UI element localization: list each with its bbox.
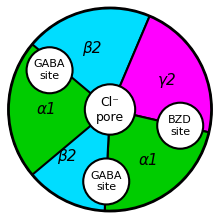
Circle shape [157,103,203,149]
Circle shape [27,47,73,93]
Wedge shape [110,16,211,132]
Text: γ2: γ2 [158,73,176,88]
Text: α1: α1 [36,102,56,117]
Circle shape [7,7,213,212]
Text: β2: β2 [82,41,101,56]
Text: GABA
site: GABA site [90,171,122,192]
Wedge shape [25,8,150,110]
Circle shape [85,84,135,135]
Wedge shape [10,110,110,210]
Text: α1: α1 [139,153,158,168]
Text: β2: β2 [57,149,76,164]
Wedge shape [105,110,209,211]
Text: BZD
site: BZD site [168,115,192,136]
Circle shape [83,159,129,205]
Wedge shape [9,44,110,175]
Text: GABA
site: GABA site [34,59,65,81]
Text: Cl⁻
pore: Cl⁻ pore [96,95,124,124]
